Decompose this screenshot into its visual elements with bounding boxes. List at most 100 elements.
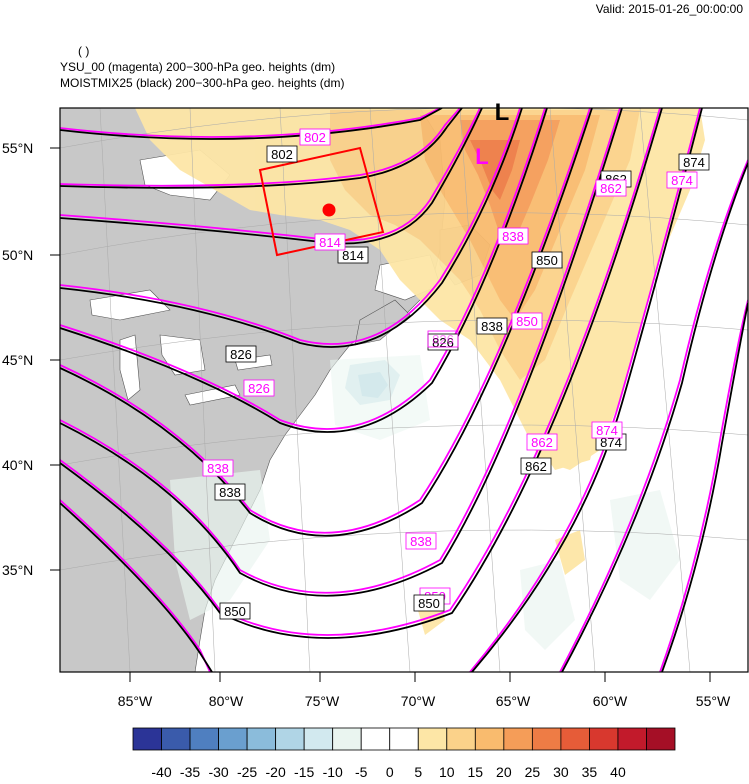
colorbar-swatch	[275, 727, 305, 751]
contour-label-text: 814	[342, 248, 364, 263]
colorbar-label: -5	[355, 764, 368, 780]
lon-label: 75°W	[305, 693, 340, 709]
contour-label-text: 874	[671, 173, 693, 188]
title-line-ysu: YSU_00 (magenta) 200−300-hPa geo. height…	[60, 60, 336, 74]
contour-label-text: 850	[418, 596, 440, 611]
contour-label-text: 862	[600, 181, 622, 196]
colorbar-label: -20	[266, 764, 286, 780]
contour-label-text: 838	[219, 485, 241, 500]
contour-label-magenta: 838	[202, 459, 234, 477]
contour-label-black: 874	[678, 153, 710, 171]
contour-label-text: 850	[516, 314, 538, 329]
contour-label-text: 874	[596, 423, 618, 438]
colorbar-swatch	[560, 727, 590, 751]
contour-label-magenta: 874	[591, 421, 623, 439]
map-panel	[60, 108, 748, 672]
contour-label-text: 850	[224, 604, 246, 619]
colorbar-swatch	[503, 727, 533, 751]
colorbar-label: -10	[323, 764, 343, 780]
title-line-moistmix: MOISTMIX25 (black) 200−300-hPa geo. heig…	[60, 76, 345, 90]
contour-label-magenta: 826	[243, 379, 275, 397]
low-center-magenta: L	[475, 144, 488, 169]
map-frame	[59, 107, 749, 673]
colorbar-swatch	[646, 727, 676, 751]
contour-labels: 802 802 814 814 826 826 826 826	[202, 128, 710, 620]
contour-label-black: 850	[413, 594, 445, 612]
ysu-contours	[60, 108, 748, 672]
contour-label-black: 826	[427, 333, 459, 351]
colorbar-label: 25	[525, 764, 541, 780]
colorbar-label: 35	[582, 764, 598, 780]
contour-label-text: 838	[207, 461, 229, 476]
contour-label-text: 838	[502, 229, 524, 244]
colorbar-swatch	[218, 727, 248, 751]
title-line-run-label: ( )	[78, 44, 90, 58]
colorbar-swatch	[303, 727, 334, 751]
colorbar-swatch	[617, 727, 647, 751]
difference-shading	[135, 108, 705, 650]
contour-label-black: 814	[337, 246, 369, 264]
colorbar-label: 5	[414, 764, 422, 780]
contour-label-black: 802	[266, 145, 298, 163]
lon-label: 60°W	[593, 693, 628, 709]
contour-label-magenta: 838	[405, 532, 437, 550]
colorbar-swatch	[246, 727, 277, 751]
contour-label-text: 874	[600, 435, 622, 450]
colorbar-label: 20	[496, 764, 512, 780]
lat-label: 50°N	[2, 247, 33, 263]
colorbar-swatch	[531, 727, 562, 751]
colorbar-label: 15	[468, 764, 484, 780]
contour-label-text: 802	[271, 147, 293, 162]
analysis-box	[258, 146, 385, 257]
lat-label: 55°N	[2, 140, 33, 156]
lon-axis	[129, 672, 711, 682]
colorbar-swatch	[474, 727, 505, 751]
colorbar-swatch	[132, 727, 162, 751]
contour-label-black: 838	[214, 483, 246, 501]
colorbar-label: 40	[610, 764, 626, 780]
lat-label: 35°N	[2, 562, 33, 578]
contour-label-black: 850	[531, 251, 563, 269]
colorbar-swatch	[389, 727, 419, 751]
contour-label-black: 850	[219, 602, 251, 620]
contour-label-magenta: 874	[666, 171, 698, 189]
contour-label-magenta: 862	[595, 179, 627, 197]
colorbar-label: -15	[294, 764, 314, 780]
contour-label-text: 826	[432, 332, 454, 347]
contour-label-text: 826	[432, 335, 454, 350]
lon-label: 80°W	[209, 693, 244, 709]
contour-label-text: 838	[410, 534, 432, 549]
colorbar-swatch	[446, 727, 476, 751]
contour-label-text: 874	[683, 155, 705, 170]
moistmix-contours	[60, 108, 748, 672]
valid-time-label: Valid: 2015-01-26_00:00:00	[595, 2, 743, 16]
colorbar-swatch	[589, 727, 619, 751]
colorbar-label: 10	[439, 764, 455, 780]
contour-label-black: 826	[225, 345, 257, 363]
contour-label-text: 802	[304, 130, 326, 145]
colorbar-swatch	[360, 727, 391, 751]
lon-label: 55°W	[696, 693, 731, 709]
contour-label-text: 862	[525, 459, 547, 474]
colorbar-swatch	[417, 727, 448, 751]
colorbar-swatch	[189, 727, 219, 751]
station-marker	[322, 203, 336, 217]
contour-label-magenta: 802	[299, 128, 331, 146]
colorbar: -40 -35 -30 -25 -20 -15 -10 -5 0 5 10 15 20 25 30 35 40	[132, 727, 676, 780]
contour-label-text: 838	[481, 319, 503, 334]
colorbar-swatch	[332, 727, 362, 751]
lon-label: 70°W	[401, 693, 436, 709]
lat-axis	[50, 147, 60, 571]
contour-label-magenta: 862	[526, 433, 558, 451]
lat-label: 40°N	[2, 457, 33, 473]
colorbar-label: -35	[180, 764, 200, 780]
contour-label-black: 862	[520, 457, 552, 475]
lon-label: 85°W	[118, 693, 153, 709]
contour-label-text: 814	[319, 235, 341, 250]
colorbar-label: -25	[237, 764, 257, 780]
contour-label-magenta: 814	[314, 233, 346, 251]
low-center-black: L	[495, 99, 510, 126]
colorbar-label: 30	[553, 764, 569, 780]
contour-label-magenta: 826	[427, 330, 459, 348]
